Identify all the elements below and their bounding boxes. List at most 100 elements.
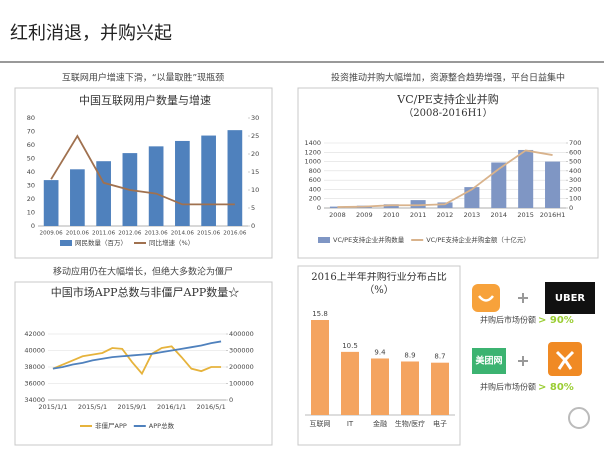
x-tick-label: 2016H1 — [540, 211, 566, 219]
x-tick-label: 金融 — [373, 419, 387, 428]
didi-logo-mark — [478, 295, 494, 302]
x-tick-label: 生物/医疗 — [395, 419, 425, 428]
x-tick-label: 2016.06 — [223, 231, 247, 237]
y2-tick-label: 300 — [569, 176, 581, 184]
bar — [491, 162, 507, 208]
y2-tick-label: 20 — [251, 150, 259, 158]
y-tick-label: 600 — [309, 176, 321, 184]
x-tick-label: 2015.06 — [197, 231, 221, 237]
x-tick-label: 2011 — [410, 211, 427, 219]
line — [52, 345, 222, 376]
legend-swatch — [318, 237, 330, 243]
share-label: 并购后市场份额 — [480, 315, 536, 325]
x-tick-label: 2015/5/1 — [78, 403, 107, 411]
x-tick-label: IT — [347, 420, 354, 428]
x-tick-label: 2013 — [464, 211, 481, 219]
y2-tick-label: 10 — [251, 186, 259, 194]
legend-label: 非僵尸APP — [95, 421, 127, 430]
y-tick-label: 800 — [309, 167, 321, 175]
x-tick-label: 2009.06 — [40, 231, 64, 237]
y2-tick-label: 25 — [251, 132, 259, 140]
y-tick-label: 30 — [27, 182, 35, 190]
x-tick-label: 2015/1/1 — [38, 403, 67, 411]
y2-tick-label: 15 — [251, 168, 259, 176]
y-tick-label: 0 — [31, 222, 35, 230]
legend-label: VC/PE支持企业并购数量 — [333, 235, 405, 244]
y2-tick-label: 400000 — [229, 330, 254, 338]
chart-subtitle-box: （2008-2016H1） — [403, 108, 492, 119]
bar — [70, 169, 85, 226]
brand-label: UBER — [555, 293, 586, 304]
bar — [43, 180, 59, 226]
bar — [175, 140, 190, 226]
y2-tick-label: 0 — [569, 204, 573, 212]
y-tick-label: 50 — [27, 155, 35, 163]
legend-label: 同比增速（%） — [149, 238, 194, 247]
bar — [383, 204, 399, 208]
y-tick-label: 20 — [27, 195, 35, 203]
x-tick-label: 2014.06 — [171, 231, 195, 237]
bar — [341, 351, 359, 415]
y-tick-label: 400 — [309, 185, 321, 193]
caption: 移动应用仍在大幅增长，但绝大多数沦为僵尸 — [53, 266, 233, 278]
x-tick-label: 2015 — [517, 211, 534, 219]
bulb-icon — [568, 407, 590, 429]
dianping-logo-mark — [555, 350, 575, 370]
y2-tick-label: 200000 — [229, 363, 254, 371]
value-label: 10.5 — [342, 342, 358, 350]
y2-tick-label: 700 — [569, 139, 581, 147]
x-tick-label: 2009 — [356, 211, 373, 219]
legend-label: VC/PE支持企业并购金额（十亿元） — [426, 235, 530, 244]
y-tick-label: 1000 — [304, 158, 321, 166]
x-tick-label: 2014 — [491, 211, 508, 219]
x-tick-label: 2008 — [329, 211, 346, 219]
y2-tick-label: 200 — [569, 185, 581, 193]
bar — [437, 202, 453, 208]
value-label: 8.7 — [434, 353, 445, 361]
chart-title: 2016上半年并购行业分布占比（%） — [311, 272, 447, 296]
y2-tick-label: 5 — [251, 204, 255, 212]
y-tick-label: 200 — [309, 195, 321, 203]
chart-title: 中国市场APP总数与非僵尸APP数量☆ — [50, 286, 240, 299]
x-tick-label: 2013.06 — [145, 231, 169, 237]
meituan-logo — [472, 348, 506, 374]
caption: 互联网用户增速下滑，“以量取胜”现瓶颈 — [62, 72, 224, 84]
legend-swatch — [60, 240, 72, 246]
didi-logo — [472, 284, 500, 312]
bar — [96, 161, 111, 226]
y-tick-label: 10 — [27, 209, 35, 217]
x-tick-label: 电子 — [433, 419, 447, 428]
y2-tick-label: 500 — [569, 158, 581, 166]
line — [52, 340, 222, 370]
y2-tick-label: 0 — [229, 396, 233, 404]
bar — [148, 146, 164, 226]
slide-title: 红利消退，并购兴起 — [10, 23, 172, 44]
x-tick-label: 2012.06 — [118, 231, 142, 237]
panel — [14, 281, 273, 446]
share-value: > 80% — [538, 382, 574, 393]
value-label: 8.9 — [404, 351, 415, 359]
bar — [431, 362, 449, 415]
chart-title-box: VC/PE支持企业并购 — [397, 93, 499, 106]
plus-icon — [518, 356, 528, 366]
chart-title: 中国互联网用户数量与增速 — [79, 94, 211, 107]
share-label: 并购后市场份额 — [480, 382, 536, 392]
x-tick-label: 2010 — [383, 211, 400, 219]
x-tick-label: 2016/5/1 — [197, 403, 226, 411]
y-tick-label: 1200 — [304, 148, 321, 156]
y2-tick-label: 30 — [251, 114, 259, 122]
chart-title: VC/PE支持企业并购 — [397, 93, 499, 106]
legend-label: APP总数 — [149, 421, 175, 430]
y-tick-label: 0 — [317, 204, 321, 212]
y-tick-label: 80 — [27, 114, 35, 122]
x-tick-label: 2010.06 — [66, 231, 90, 237]
caption: 投资推动并购大幅增加，资源整合趋势增强，平台日益集中 — [331, 72, 565, 84]
x-tick-label: 2012 — [437, 211, 454, 219]
y2-tick-label: 100000 — [229, 380, 254, 388]
y-tick-label: 40000 — [24, 347, 45, 355]
y2-tick-label: 400 — [569, 167, 581, 175]
y-tick-label: 42000 — [24, 330, 45, 338]
y-tick-label: 38000 — [24, 363, 45, 371]
bar — [201, 135, 216, 226]
